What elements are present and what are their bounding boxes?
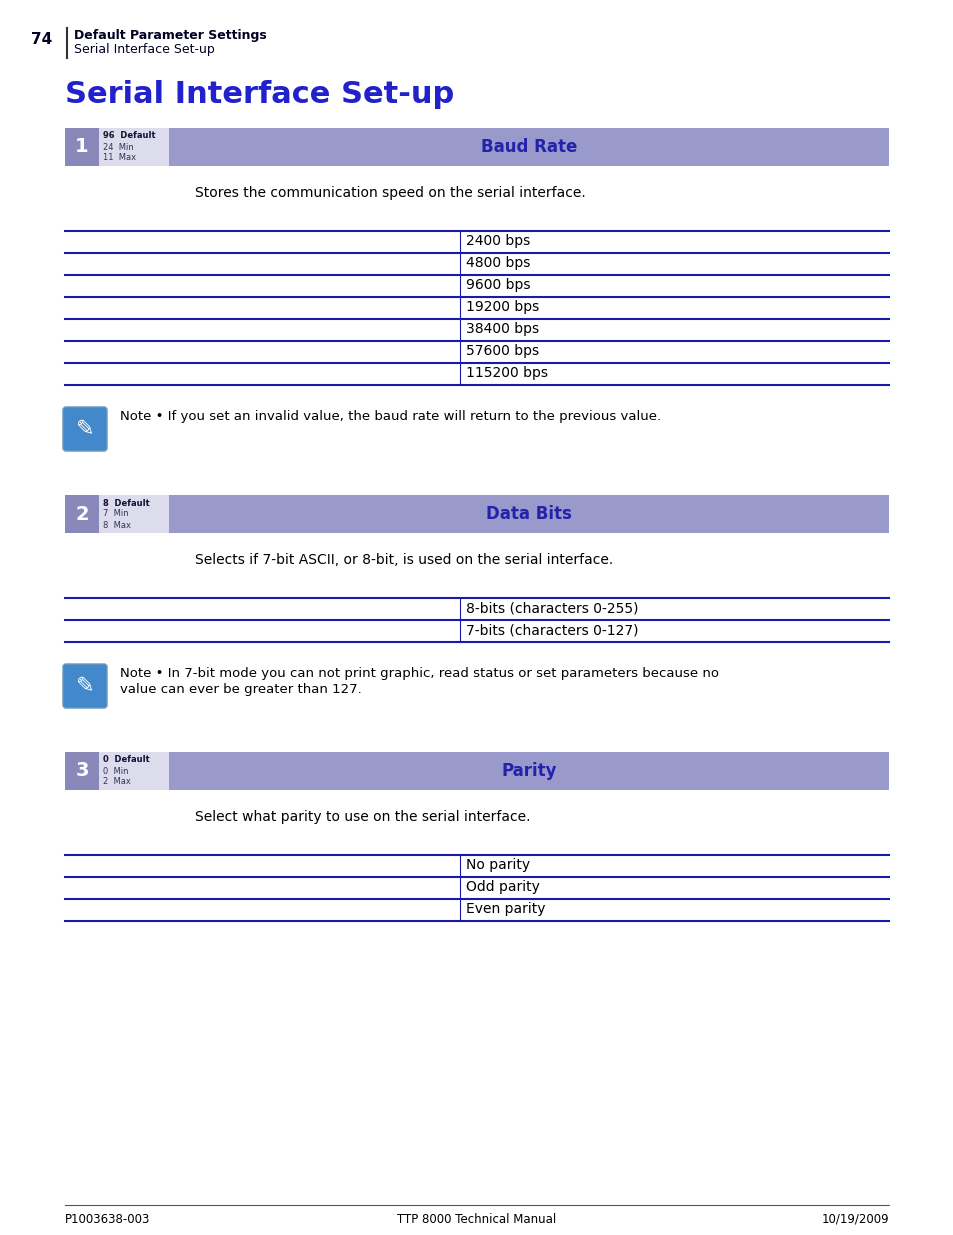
Text: Selects if 7-bit ASCII, or 8-bit, is used on the serial interface.: Selects if 7-bit ASCII, or 8-bit, is use…	[194, 553, 613, 567]
Bar	[65, 495, 99, 534]
Text: 10/19/2009: 10/19/2009	[821, 1213, 888, 1226]
Text: 8  Default: 8 Default	[103, 499, 150, 508]
Text: Parity: Parity	[500, 762, 557, 781]
Text: Odd parity: Odd parity	[465, 881, 539, 894]
Text: 19200 bps: 19200 bps	[465, 300, 538, 314]
Text: 2400 bps: 2400 bps	[465, 233, 530, 248]
Text: P1003638-003: P1003638-003	[65, 1213, 151, 1226]
Bar	[99, 495, 169, 534]
Text: Default Parameter Settings: Default Parameter Settings	[74, 30, 267, 42]
Text: 38400 bps: 38400 bps	[465, 322, 538, 336]
Bar	[99, 128, 169, 165]
Text: 57600 bps: 57600 bps	[465, 345, 538, 358]
Text: 9600 bps: 9600 bps	[465, 278, 530, 291]
Text: 8  Max: 8 Max	[103, 520, 131, 530]
Text: 74: 74	[31, 32, 52, 47]
Text: TTP 8000 Technical Manual: TTP 8000 Technical Manual	[397, 1213, 556, 1226]
Text: Even parity: Even parity	[465, 902, 545, 916]
Text: 7  Min: 7 Min	[103, 510, 129, 519]
Text: Serial Interface Set-up: Serial Interface Set-up	[74, 43, 214, 57]
Text: ✎: ✎	[75, 676, 94, 697]
Text: Baud Rate: Baud Rate	[480, 138, 577, 156]
FancyBboxPatch shape	[63, 664, 107, 708]
Text: Stores the communication speed on the serial interface.: Stores the communication speed on the se…	[194, 186, 585, 200]
Bar	[169, 495, 888, 534]
Bar	[99, 752, 169, 790]
Text: Data Bits: Data Bits	[485, 505, 572, 522]
Text: 4800 bps: 4800 bps	[465, 256, 530, 270]
Text: 24  Min: 24 Min	[103, 142, 133, 152]
Bar	[65, 752, 99, 790]
Text: 8-bits (characters 0-255): 8-bits (characters 0-255)	[465, 601, 638, 615]
Text: 1: 1	[75, 137, 89, 157]
Text: 115200 bps: 115200 bps	[465, 366, 547, 380]
Text: 0  Min: 0 Min	[103, 767, 129, 776]
Text: No parity: No parity	[465, 858, 530, 872]
Text: 2: 2	[75, 505, 89, 524]
Text: Select what parity to use on the serial interface.: Select what parity to use on the serial …	[194, 810, 530, 824]
Text: 11  Max: 11 Max	[103, 153, 136, 163]
Bar	[169, 128, 888, 165]
Text: Note • In 7-bit mode you can not print graphic, read status or set parameters be: Note • In 7-bit mode you can not print g…	[120, 667, 719, 680]
Text: 96  Default: 96 Default	[103, 131, 155, 141]
Text: Note • If you set an invalid value, the baud rate will return to the previous va: Note • If you set an invalid value, the …	[120, 410, 660, 424]
Text: ✎: ✎	[75, 419, 94, 438]
Text: 7-bits (characters 0-127): 7-bits (characters 0-127)	[465, 622, 638, 637]
Bar	[169, 752, 888, 790]
Text: 2  Max: 2 Max	[103, 778, 131, 787]
Text: value can ever be greater than 127.: value can ever be greater than 127.	[120, 683, 361, 697]
Bar	[65, 128, 99, 165]
FancyBboxPatch shape	[63, 408, 107, 451]
Text: Serial Interface Set-up: Serial Interface Set-up	[65, 80, 454, 109]
Text: 0  Default: 0 Default	[103, 756, 150, 764]
Text: 3: 3	[75, 762, 89, 781]
